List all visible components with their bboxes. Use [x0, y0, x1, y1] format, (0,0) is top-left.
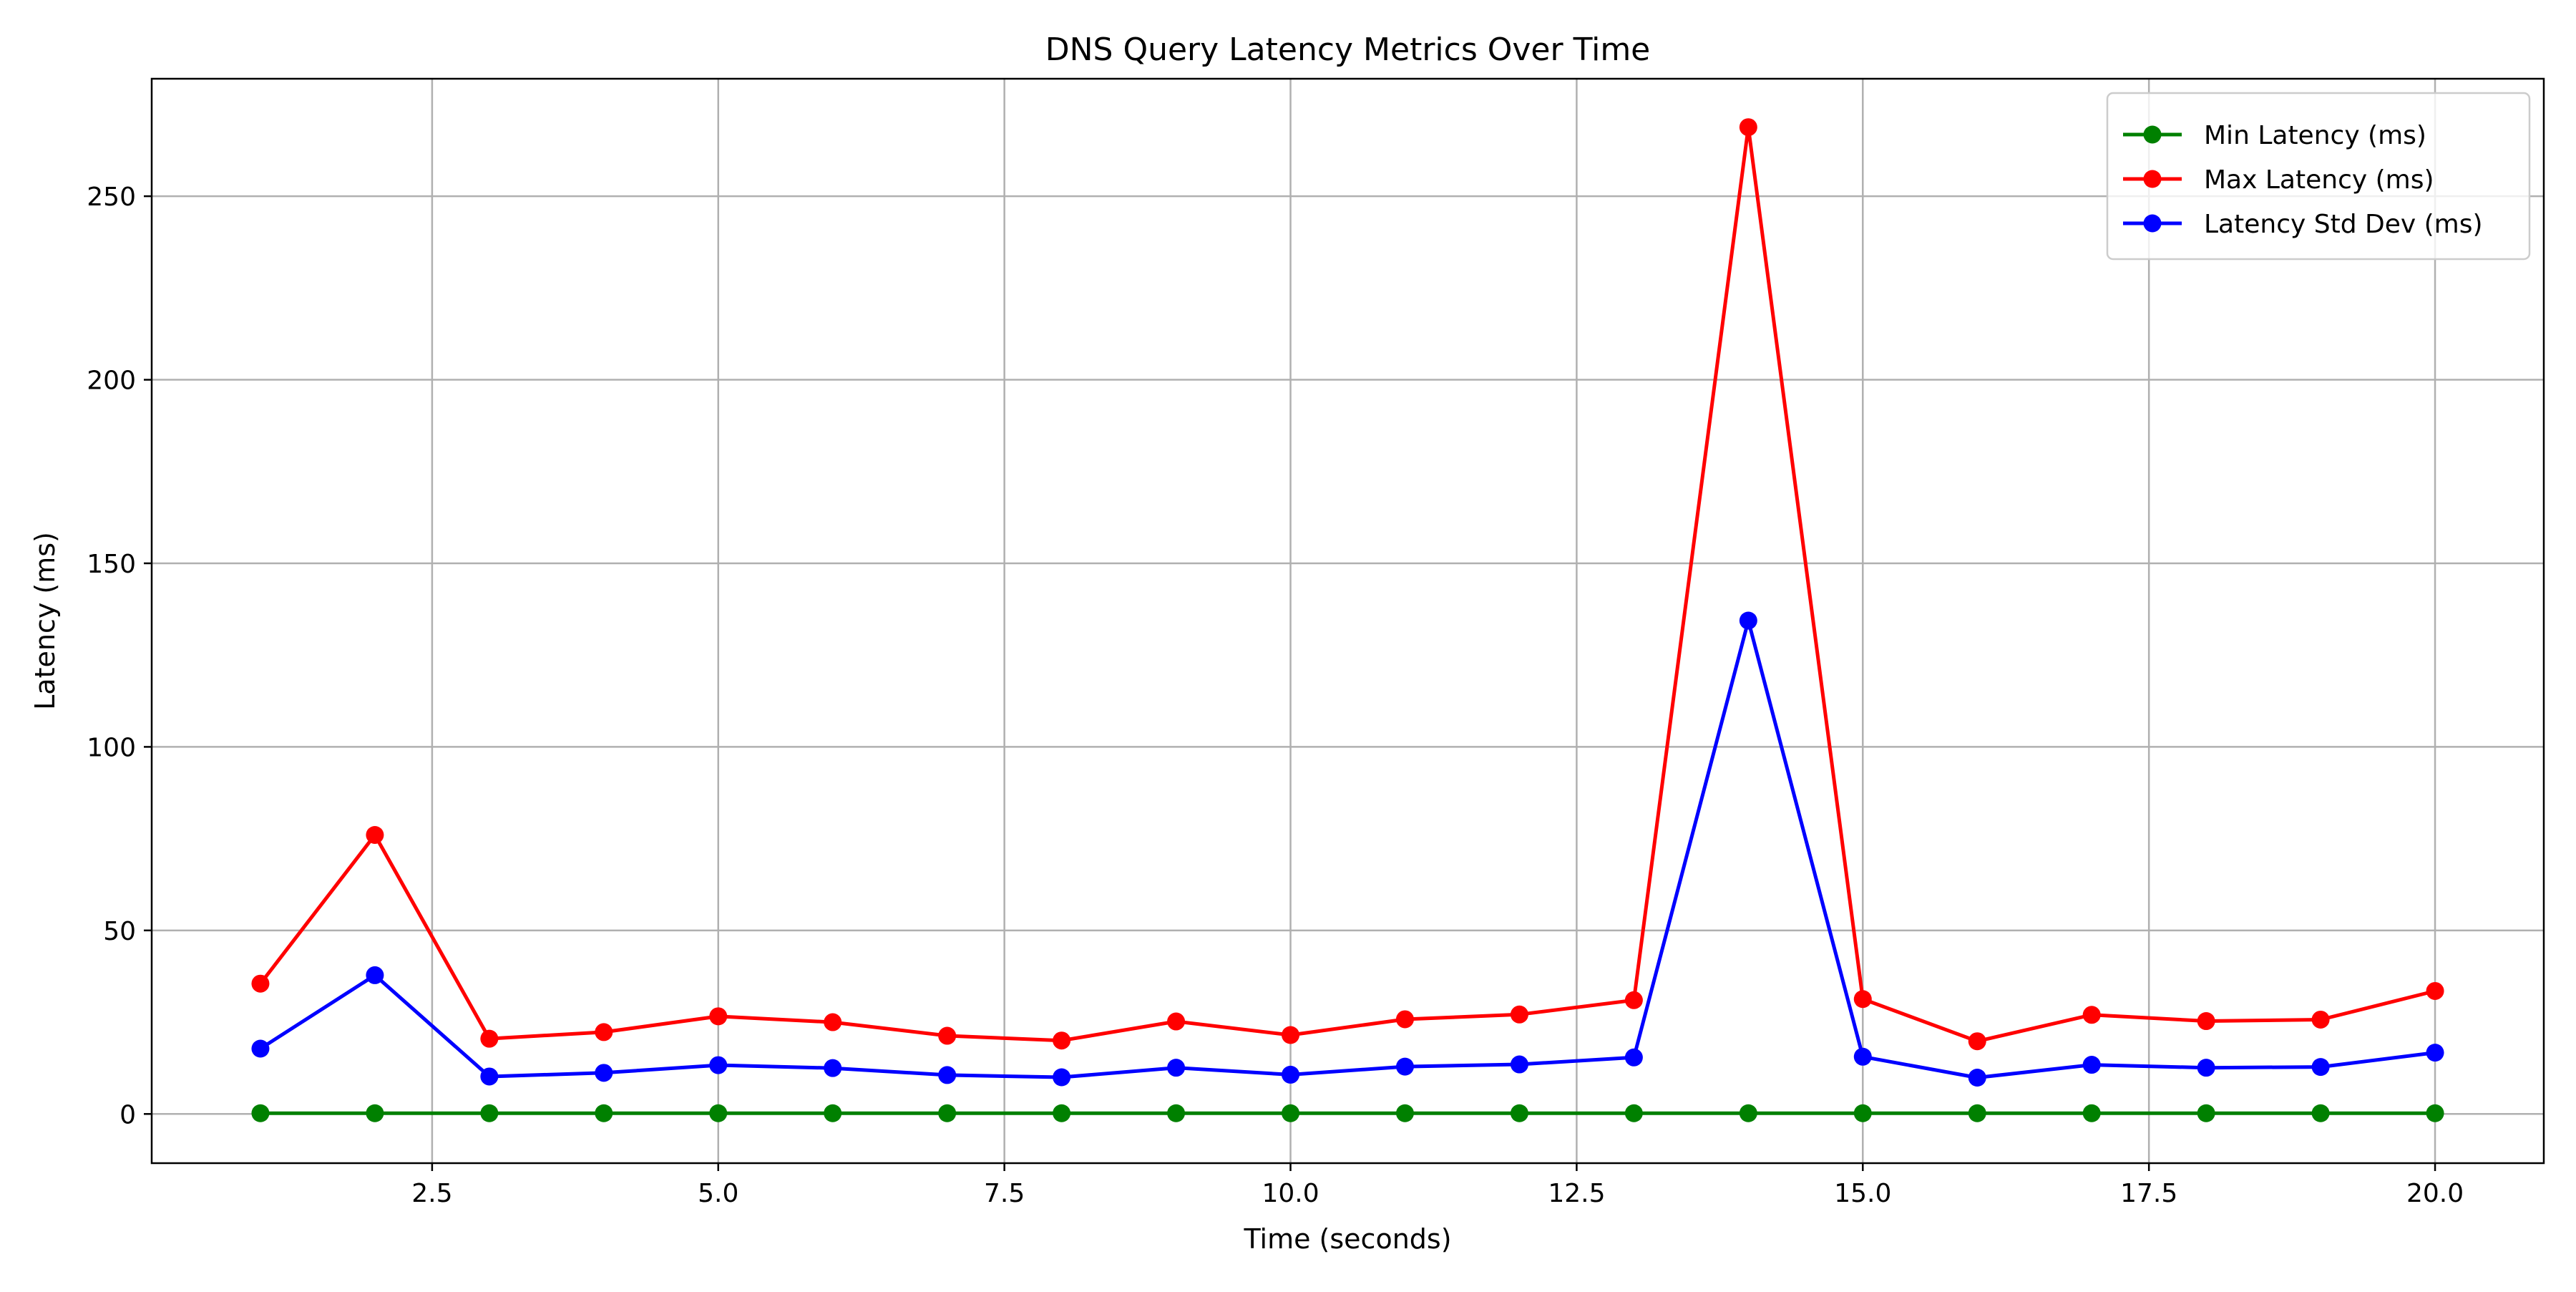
data-point: [366, 966, 384, 984]
data-series: [251, 118, 2444, 1122]
y-tick-label: 50: [103, 917, 136, 946]
data-point: [938, 1104, 957, 1122]
x-tick-label: 2.5: [411, 1179, 452, 1208]
data-point: [1167, 1059, 1186, 1077]
chart-title: DNS Query Latency Metrics Over Time: [1045, 31, 1651, 68]
data-point: [2426, 1104, 2444, 1122]
data-point: [1739, 118, 1757, 137]
axis-ticks: 2.5 5.0 7.5 10.0 12.5 15.0 17.5 20.0 0 50 100 150 20…: [87, 183, 2464, 1208]
data-point: [1510, 1055, 1528, 1074]
data-point: [1053, 1031, 1071, 1050]
series-line: [259, 125, 2436, 1044]
data-point: [1968, 1032, 1986, 1051]
legend-item: Max Latency (ms): [2123, 165, 2434, 195]
y-tick-label: 100: [87, 733, 136, 762]
y-tick-label: 0: [119, 1100, 136, 1130]
series-1: [251, 118, 2444, 1051]
x-tick-label: 17.5: [2120, 1179, 2177, 1208]
data-point: [938, 1026, 957, 1045]
data-point: [824, 1104, 842, 1122]
data-point: [1853, 1047, 1872, 1066]
x-tick-label: 5.0: [698, 1179, 738, 1208]
data-point: [1739, 611, 1757, 630]
data-point: [2197, 1059, 2215, 1077]
data-point: [2197, 1104, 2215, 1122]
data-point: [2082, 1006, 2101, 1024]
data-point: [1510, 1005, 1528, 1024]
data-point: [1282, 1104, 1300, 1122]
x-axis-label: Time (seconds): [1243, 1223, 1451, 1255]
legend-label: Latency Std Dev (ms): [2204, 210, 2483, 239]
legend-box: [2106, 92, 2531, 261]
data-point: [2426, 981, 2444, 1000]
data-point: [251, 974, 270, 993]
data-point: [824, 1013, 842, 1031]
data-point: [1853, 990, 1872, 1009]
data-point: [2426, 1044, 2444, 1062]
legend: Min Latency (ms) Max Latency (ms) Latency …: [2106, 92, 2531, 261]
data-point: [480, 1029, 499, 1048]
data-point: [1968, 1104, 1986, 1122]
plot-frame: [150, 77, 2545, 1165]
x-tick-label: 15.0: [1834, 1179, 1891, 1208]
y-tick-label: 150: [87, 550, 136, 579]
data-point: [1282, 1065, 1300, 1084]
data-point: [2082, 1104, 2101, 1122]
data-point: [1968, 1069, 1986, 1087]
x-tick-label: 7.5: [984, 1179, 1025, 1208]
data-point: [1853, 1104, 1872, 1122]
x-tick-label: 20.0: [2406, 1179, 2464, 1208]
data-point: [709, 1104, 728, 1122]
legend-marker: [2143, 214, 2162, 233]
data-point: [1510, 1104, 1528, 1122]
x-tick-label: 12.5: [1548, 1179, 1605, 1208]
legend-label: Min Latency (ms): [2204, 121, 2426, 150]
data-point: [2197, 1012, 2215, 1031]
data-point: [1395, 1010, 1414, 1029]
data-point: [1624, 991, 1643, 1009]
legend-item: Min Latency (ms): [2123, 121, 2426, 150]
data-point: [1167, 1012, 1186, 1031]
data-point: [938, 1066, 957, 1084]
data-point: [1053, 1068, 1071, 1087]
data-point: [595, 1023, 613, 1041]
data-point: [2082, 1056, 2101, 1074]
data-point: [480, 1067, 499, 1086]
data-point: [480, 1104, 499, 1122]
y-tick-label: 200: [87, 366, 136, 396]
data-point: [1739, 1104, 1757, 1122]
data-point: [2311, 1010, 2330, 1029]
data-point: [824, 1059, 842, 1077]
data-point: [2311, 1058, 2330, 1077]
data-point: [1167, 1104, 1186, 1122]
data-point: [1624, 1048, 1643, 1067]
legend-label: Max Latency (ms): [2204, 165, 2434, 195]
data-point: [1395, 1104, 1414, 1122]
data-point: [251, 1104, 270, 1122]
data-point: [1624, 1104, 1643, 1122]
data-point: [2311, 1104, 2330, 1122]
y-axis-label: Latency (ms): [29, 532, 61, 710]
legend-marker: [2143, 170, 2162, 188]
data-point: [366, 1104, 384, 1122]
series-0: [251, 1104, 2444, 1122]
data-point: [709, 1007, 728, 1026]
series-2: [251, 611, 2444, 1087]
data-point: [709, 1056, 728, 1074]
data-point: [1395, 1057, 1414, 1076]
x-tick-label: 10.0: [1262, 1179, 1319, 1208]
data-point: [366, 825, 384, 844]
data-point: [251, 1039, 270, 1058]
data-point: [1282, 1026, 1300, 1044]
legend-item: Latency Std Dev (ms): [2123, 210, 2483, 239]
data-point: [1053, 1104, 1071, 1122]
series-line: [259, 618, 2436, 1079]
legend-marker: [2143, 125, 2162, 144]
data-point: [595, 1104, 613, 1122]
y-tick-label: 250: [87, 183, 136, 212]
data-point: [595, 1064, 613, 1082]
